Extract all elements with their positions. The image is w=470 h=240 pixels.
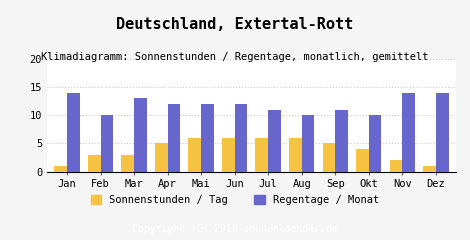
Text: Deutschland, Extertal-Rott: Deutschland, Extertal-Rott	[117, 17, 353, 32]
Text: Klimadiagramm: Sonnenstunden / Regentage, monatlich, gemittelt: Klimadiagramm: Sonnenstunden / Regentage…	[41, 52, 429, 62]
Bar	[168, 104, 180, 172]
Bar	[256, 138, 268, 172]
Bar	[155, 144, 168, 172]
Bar	[67, 93, 80, 172]
Bar	[222, 138, 235, 172]
Bar	[356, 149, 369, 172]
Legend: Sonnenstunden / Tag, Regentage / Monat: Sonnenstunden / Tag, Regentage / Monat	[86, 191, 384, 209]
Bar	[188, 138, 201, 172]
Bar	[402, 93, 415, 172]
Bar	[390, 160, 402, 172]
Bar	[335, 109, 348, 172]
Bar	[201, 104, 214, 172]
Bar	[88, 155, 101, 172]
Bar	[235, 104, 247, 172]
Bar	[436, 93, 448, 172]
Bar	[55, 166, 67, 172]
Bar	[322, 144, 335, 172]
Bar	[423, 166, 436, 172]
Bar	[302, 115, 314, 172]
Bar	[134, 98, 147, 172]
Bar	[121, 155, 134, 172]
Bar	[268, 109, 281, 172]
Text: Copyright (C) 2010 sonnenlaender.de: Copyright (C) 2010 sonnenlaender.de	[132, 224, 338, 234]
Bar	[101, 115, 113, 172]
Bar	[369, 115, 382, 172]
Bar	[289, 138, 302, 172]
